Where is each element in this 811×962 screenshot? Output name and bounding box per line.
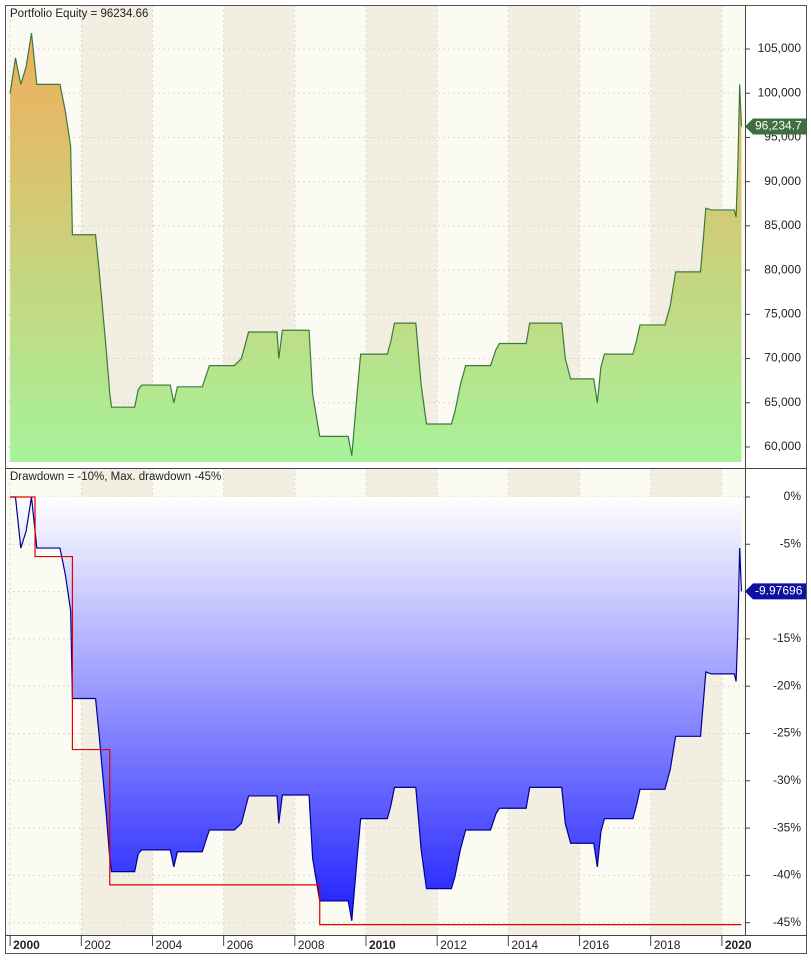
current-value-label: 96,234.7 <box>755 119 802 133</box>
y-tick-label: 70,000 <box>764 351 801 365</box>
plot-layer: 60,000 65,000 70,000 75,000 80,000 85,000 90,0… <box>5 5 807 952</box>
x-tick-label: 2012 <box>440 938 467 952</box>
x-tick-label: 2006 <box>227 938 254 952</box>
y-tick-label: -35% <box>773 820 801 834</box>
area-fill <box>10 496 742 921</box>
y-tick-label: 105,000 <box>758 41 802 55</box>
panel-title: Drawdown = -10%, Max. drawdown -45% <box>10 471 221 483</box>
y-tick-label: -45% <box>773 915 801 929</box>
y-tick-label: -25% <box>773 726 801 740</box>
window-frame <box>5 5 807 954</box>
x-tick-label: 2014 <box>511 938 538 952</box>
panel-title: Portfolio Equity = 96234.66 <box>10 8 148 20</box>
y-tick-label: 75,000 <box>764 306 801 320</box>
x-tick-label: 2002 <box>84 938 111 952</box>
y-tick-label: 90,000 <box>764 174 801 188</box>
current-value-marker <box>745 583 807 600</box>
y-tick-label: -20% <box>773 678 801 692</box>
y-tick-label: -15% <box>773 631 801 645</box>
area-fill <box>10 33 742 462</box>
y-tick-label: -5% <box>780 536 802 550</box>
x-tick-label: 2004 <box>155 938 182 952</box>
y-tick-label: 100,000 <box>758 85 802 99</box>
y-tick-label: -40% <box>773 868 801 882</box>
y-tick-label: 65,000 <box>764 395 801 409</box>
x-tick-label: 2008 <box>298 938 325 952</box>
y-tick-label: 0% <box>784 489 802 503</box>
x-tick-label: 2016 <box>583 938 610 952</box>
x-tick-label: 2000 <box>13 938 40 952</box>
x-tick-label: 2020 <box>725 938 752 952</box>
current-value-label: -9.97696 <box>755 584 803 598</box>
series-line <box>9 32 743 456</box>
current-value-marker <box>745 118 807 135</box>
y-tick-label: 80,000 <box>764 262 801 276</box>
series-line <box>10 496 743 921</box>
y-tick-label: -30% <box>773 773 801 787</box>
x-tick-label: 2010 <box>369 938 396 952</box>
x-tick-label: 2018 <box>654 938 681 952</box>
y-tick-label: 60,000 <box>764 439 801 453</box>
y-tick-label: 85,000 <box>764 218 801 232</box>
series-line <box>10 496 742 926</box>
